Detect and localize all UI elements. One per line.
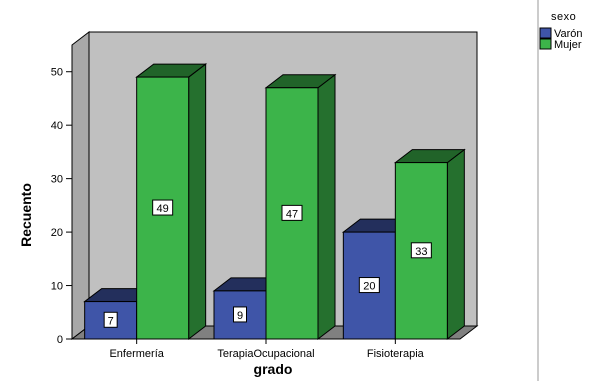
x-tick-label: Fisioterapia [367,348,425,360]
data-label-text: 9 [237,310,243,322]
bar-side [446,148,465,341]
y-tick-label: 20 [51,227,63,239]
data-label-varón-2: 20 [358,277,380,294]
y-tick-label: 0 [57,334,63,346]
bar-side [317,73,336,341]
data-label-text: 47 [286,208,298,220]
data-label-mujer-2: 33 [410,242,432,259]
data-label-box [233,306,247,323]
bar-mujer-0 [135,63,208,341]
x-tick-label: TerapiaOcupacional [217,348,314,360]
data-label-box [152,199,174,216]
legend-swatch-varón [539,27,552,39]
x-axis: Enfermería TerapiaOcupacional Fisioterapia [109,339,425,360]
data-label-box [358,277,380,294]
data-labels: 7 49 9 47 20 33 [103,199,432,328]
legend-label-varón: Varón [554,28,583,40]
y-tick-label: 40 [51,120,63,132]
data-label-mujer-0: 49 [152,199,174,216]
bar-mujer-1 [264,73,337,341]
side-wall [71,30,90,341]
y-axis: 0 10 20 30 40 50 [51,45,73,346]
legend-swatch-mujer [539,38,552,50]
y-tick-label: 30 [51,174,63,186]
y-tick-label: 10 [51,281,63,293]
data-label-box [281,204,303,221]
data-label-mujer-1: 47 [281,204,303,221]
x-axis-title: grado [254,361,293,377]
data-label-text: 49 [157,203,169,215]
data-label-box [103,311,118,328]
data-label-box [410,242,432,259]
y-tick-label: 50 [51,67,63,79]
y-axis-title: Recuento [18,183,34,247]
data-label-text: 20 [363,281,375,293]
data-label-varón-0: 7 [103,311,118,328]
data-label-varón-1: 9 [233,306,247,323]
legend-label-mujer: Mujer [554,39,582,51]
data-label-text: 7 [108,315,114,327]
x-tick-label: Enfermería [109,348,164,360]
legend-title: sexo [551,11,576,23]
bar-side [188,63,207,341]
data-label-text: 33 [415,246,427,258]
